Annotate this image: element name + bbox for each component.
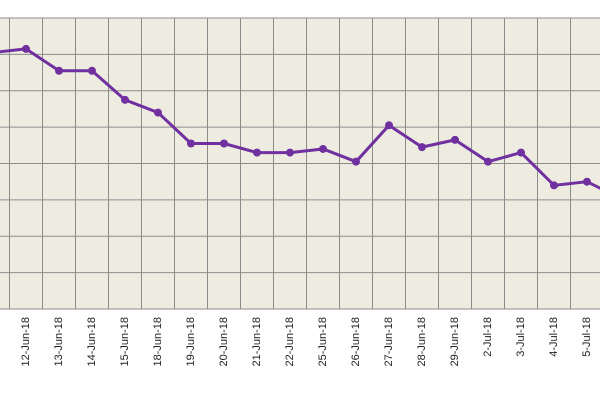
point [418, 143, 426, 152]
x-tick-label: 14-Jun-18 [86, 317, 98, 367]
x-tick-label: 26-Jun-18 [350, 317, 362, 367]
x-tick-label: 20-Jun-18 [218, 317, 230, 367]
point [484, 157, 492, 166]
x-tick-label: 22-Jun-18 [284, 317, 296, 367]
line [0, 47, 600, 190]
x-tick-label: 19-Jun-18 [185, 317, 197, 367]
point [187, 139, 195, 148]
point [319, 144, 327, 153]
x-tick-label: 29-Jun-18 [449, 317, 461, 367]
point [55, 66, 63, 75]
point [121, 95, 129, 104]
point [286, 148, 294, 157]
x-tick-label: 5-Jul-18 [581, 317, 593, 357]
point [550, 181, 558, 190]
x-tick-label: 15-Jun-18 [119, 317, 131, 367]
x-tick-label: 21-Jun-18 [251, 317, 263, 367]
x-tick-label: 25-Jun-18 [317, 317, 329, 367]
plot: 12-Jun-18 13-Jun-18 14-Jun-18 15-Jun-18 18-J… [0, 17, 600, 367]
point [22, 44, 30, 53]
point [352, 157, 360, 166]
x-tick-label: 28-Jun-18 [416, 317, 428, 367]
point [451, 135, 459, 144]
point [385, 121, 393, 130]
point [220, 139, 228, 148]
point [154, 108, 162, 117]
x-tick-label: 2-Jul-18 [482, 317, 494, 357]
point [253, 148, 261, 157]
point [88, 66, 96, 75]
x-tick-label: 12-Jun-18 [20, 317, 32, 367]
x-tick-label: 4-Jul-18 [548, 317, 560, 357]
x-tick-label: 3-Jul-18 [515, 317, 527, 357]
point [583, 177, 591, 186]
point [517, 148, 525, 157]
x-tick-label: 27-Jun-18 [383, 317, 395, 367]
x-tick-label: 18-Jun-18 [152, 317, 164, 367]
x-tick-label: 13-Jun-18 [53, 317, 65, 367]
